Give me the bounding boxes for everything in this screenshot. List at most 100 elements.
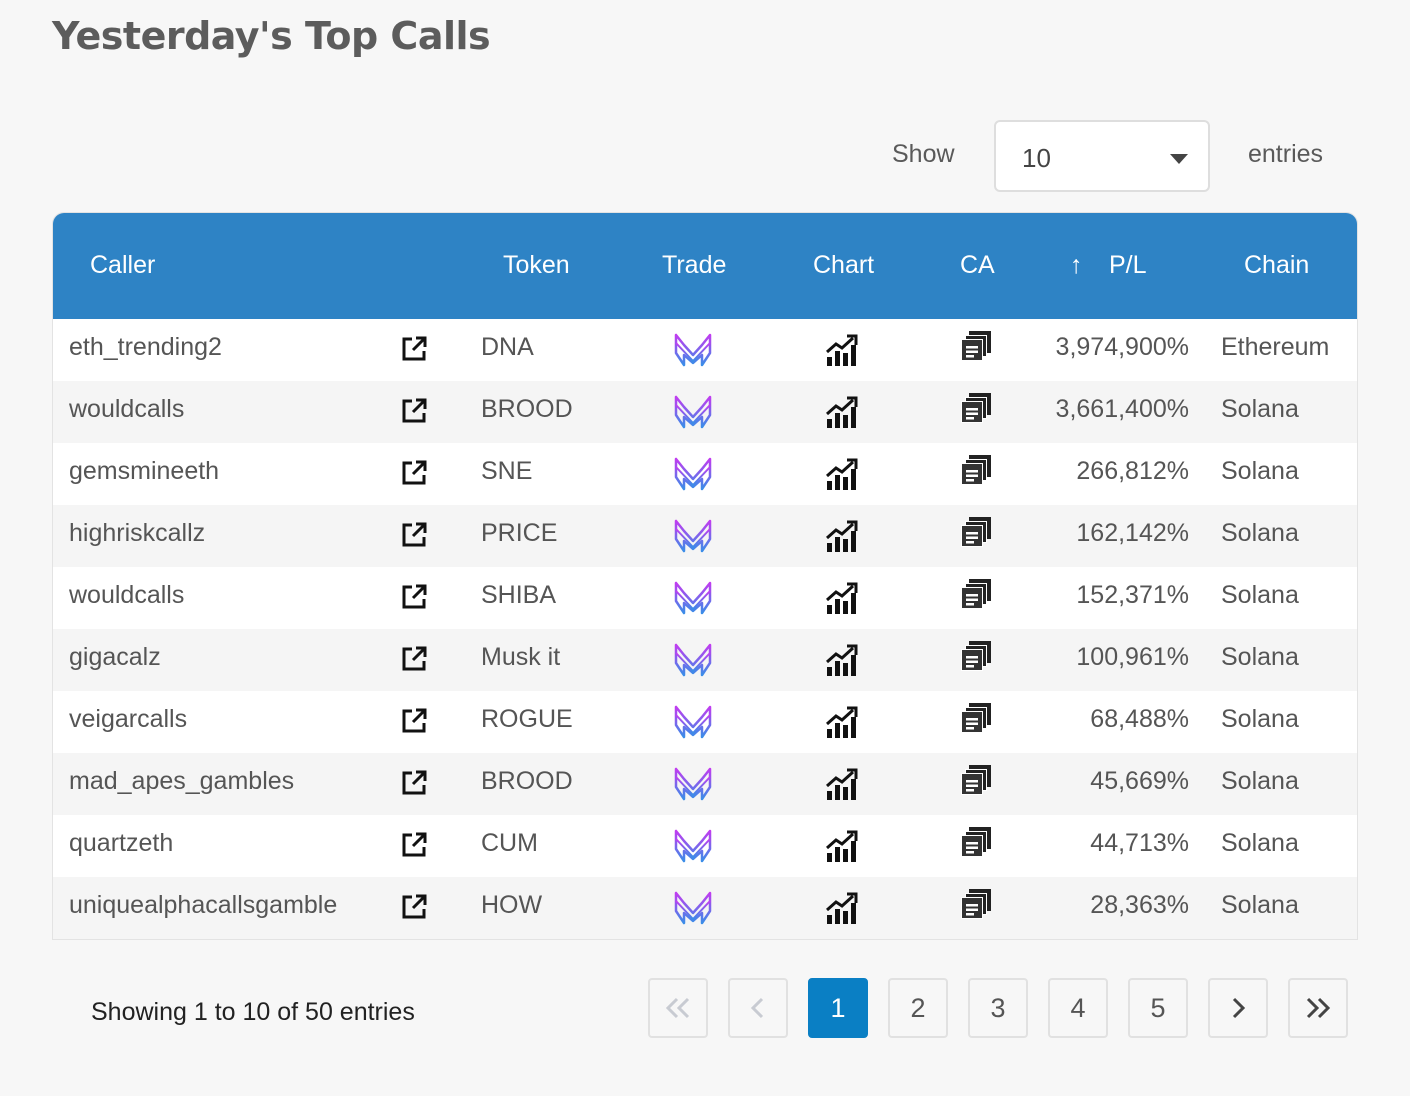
- table-row: wouldcalls SHIBA 152,371% Solana: [53, 567, 1357, 629]
- token-name: BROOD: [481, 767, 573, 795]
- column-token[interactable]: Token: [503, 251, 570, 279]
- copy-icon[interactable]: [959, 701, 993, 740]
- copy-icon[interactable]: [959, 763, 993, 802]
- chain-name: Solana: [1221, 395, 1299, 423]
- external-link-icon[interactable]: [400, 397, 428, 430]
- column-chain[interactable]: Chain: [1244, 251, 1310, 279]
- pl-value: 162,142%: [1076, 519, 1189, 547]
- external-link-icon[interactable]: [400, 769, 428, 802]
- table-row: gigacalz Musk it 100,961% Solana: [53, 629, 1357, 691]
- trade-logo-icon[interactable]: [673, 455, 713, 498]
- table-row: mad_apes_gambles BROOD 45,669% Solana: [53, 753, 1357, 815]
- caller-name: eth_trending2: [69, 333, 222, 361]
- token-name: PRICE: [481, 519, 558, 547]
- chain-name: Solana: [1221, 891, 1299, 919]
- external-link-icon[interactable]: [400, 335, 428, 368]
- show-label: Show: [892, 140, 955, 168]
- sort-ascending-icon: ↑: [1070, 251, 1083, 279]
- first-page-button[interactable]: [648, 978, 708, 1038]
- trade-logo-icon[interactable]: [673, 827, 713, 870]
- copy-icon[interactable]: [959, 391, 993, 430]
- table-row: quartzeth CUM 44,713% Solana: [53, 815, 1357, 877]
- trade-logo-icon[interactable]: [673, 889, 713, 932]
- copy-icon[interactable]: [959, 515, 993, 554]
- token-name: DNA: [481, 333, 534, 361]
- chevron-right-icon: [1232, 997, 1246, 1019]
- page-button-4[interactable]: 4: [1048, 978, 1108, 1038]
- chain-name: Solana: [1221, 581, 1299, 609]
- copy-icon[interactable]: [959, 887, 993, 926]
- table-info: Showing 1 to 10 of 50 entries: [91, 998, 415, 1026]
- trade-logo-icon[interactable]: [673, 641, 713, 684]
- chart-trend-icon[interactable]: [825, 457, 859, 496]
- caller-name: quartzeth: [69, 829, 174, 857]
- table-row: veigarcalls ROGUE 68,488% Solana: [53, 691, 1357, 753]
- table-row: uniquealphacallsgamble HOW 28,363% Solana: [53, 877, 1357, 939]
- token-name: ROGUE: [481, 705, 573, 733]
- entries-per-page-select[interactable]: 10: [994, 120, 1210, 192]
- trade-logo-icon[interactable]: [673, 517, 713, 560]
- column-chart[interactable]: Chart: [813, 251, 875, 279]
- external-link-icon[interactable]: [400, 707, 428, 740]
- copy-icon[interactable]: [959, 825, 993, 864]
- trade-logo-icon[interactable]: [673, 579, 713, 622]
- double-chevron-left-icon: [665, 997, 690, 1019]
- chart-trend-icon[interactable]: [825, 519, 859, 558]
- token-name: SHIBA: [481, 581, 557, 609]
- external-link-icon[interactable]: [400, 459, 428, 492]
- caller-name: gemsmineeth: [69, 457, 220, 485]
- chart-trend-icon[interactable]: [825, 395, 859, 434]
- chart-trend-icon[interactable]: [825, 333, 859, 372]
- chart-trend-icon[interactable]: [825, 891, 859, 930]
- caller-name: wouldcalls: [69, 395, 185, 423]
- chart-trend-icon[interactable]: [825, 829, 859, 868]
- pl-value: 45,669%: [1090, 767, 1189, 795]
- external-link-icon[interactable]: [400, 831, 428, 864]
- next-page-button[interactable]: [1208, 978, 1268, 1038]
- trade-logo-icon[interactable]: [673, 393, 713, 436]
- column-caller[interactable]: Caller: [90, 251, 156, 279]
- copy-icon[interactable]: [959, 329, 993, 368]
- external-link-icon[interactable]: [400, 583, 428, 616]
- copy-icon[interactable]: [959, 639, 993, 678]
- table-body: eth_trending2 DNA 3,974,900% Ethereum wouldc…: [53, 319, 1357, 939]
- token-name: CUM: [481, 829, 538, 857]
- trade-logo-icon[interactable]: [673, 331, 713, 374]
- copy-icon[interactable]: [959, 453, 993, 492]
- page-title: Yesterday's Top Calls: [52, 14, 491, 58]
- caret-down-icon: [1170, 154, 1188, 164]
- column-pl[interactable]: P/L: [1109, 251, 1147, 279]
- page-button-5[interactable]: 5: [1128, 978, 1188, 1038]
- entries-per-page-value: 10: [1022, 143, 1051, 173]
- caller-name: wouldcalls: [69, 581, 185, 609]
- pl-value: 100,961%: [1076, 643, 1189, 671]
- chart-trend-icon[interactable]: [825, 705, 859, 744]
- pl-value: 68,488%: [1090, 705, 1189, 733]
- page-button-1[interactable]: 1: [808, 978, 868, 1038]
- trade-logo-icon[interactable]: [673, 703, 713, 746]
- pl-value: 3,974,900%: [1055, 333, 1189, 361]
- token-name: Musk it: [481, 643, 561, 671]
- copy-icon[interactable]: [959, 577, 993, 616]
- column-ca[interactable]: CA: [960, 251, 995, 279]
- caller-name: veigarcalls: [69, 705, 188, 733]
- trade-logo-icon[interactable]: [673, 765, 713, 808]
- previous-page-button[interactable]: [728, 978, 788, 1038]
- caller-name: highriskcallz: [69, 519, 206, 547]
- external-link-icon[interactable]: [400, 645, 428, 678]
- page-button-3[interactable]: 3: [968, 978, 1028, 1038]
- page-button-2[interactable]: 2: [888, 978, 948, 1038]
- chart-trend-icon[interactable]: [825, 643, 859, 682]
- calls-table: Caller Token Trade Chart CA ↑ P/L Chain …: [52, 212, 1358, 940]
- column-trade[interactable]: Trade: [662, 251, 727, 279]
- chart-trend-icon[interactable]: [825, 581, 859, 620]
- table-row: wouldcalls BROOD 3,661,400% Solana: [53, 381, 1357, 443]
- table-row: eth_trending2 DNA 3,974,900% Ethereum: [53, 319, 1357, 381]
- external-link-icon[interactable]: [400, 521, 428, 554]
- chart-trend-icon[interactable]: [825, 767, 859, 806]
- chevron-left-icon: [750, 997, 764, 1019]
- external-link-icon[interactable]: [400, 893, 428, 926]
- last-page-button[interactable]: [1288, 978, 1348, 1038]
- table-row: gemsmineeth SNE 266,812% Solana: [53, 443, 1357, 505]
